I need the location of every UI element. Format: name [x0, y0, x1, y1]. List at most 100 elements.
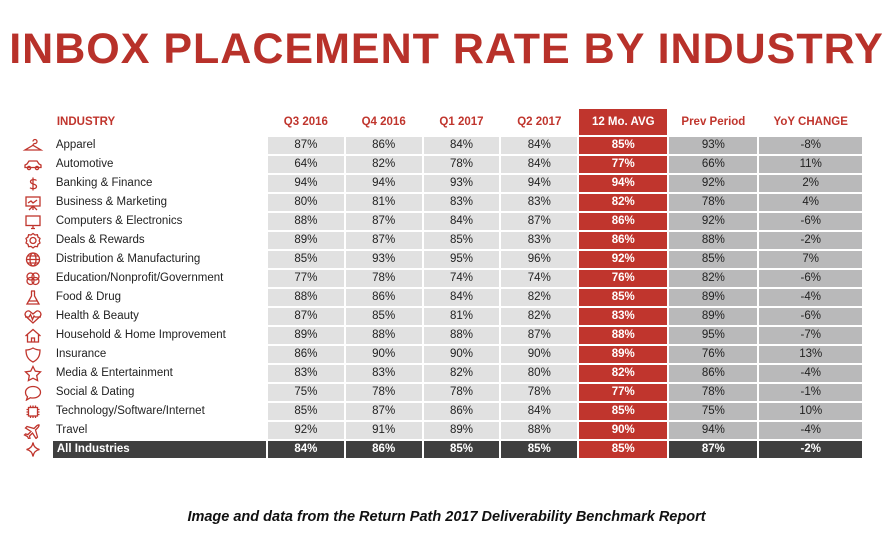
table-row: Apparel 87% 86% 84% 84% 85% 93% -8% [16, 137, 862, 154]
q3-2016-cell: 89% [267, 327, 344, 344]
q1-2017-cell: 78% [423, 384, 500, 401]
avg-12mo-cell: 86% [579, 232, 668, 249]
avg-12mo-cell: 77% [579, 384, 668, 401]
q3-2016-cell: 80% [267, 194, 344, 211]
dollar-icon [29, 177, 38, 191]
q3-2016-cell: 89% [267, 232, 344, 249]
icon-cell [16, 346, 51, 363]
industry-cell: Business & Marketing [52, 194, 266, 211]
q4-2016-cell: 88% [345, 327, 422, 344]
yoy-change-cell: -8% [759, 137, 862, 154]
icon-cell [16, 289, 51, 306]
q3-2016-cell: 92% [267, 422, 344, 439]
industry-cell: Education/Nonprofit/Government [52, 270, 266, 287]
prev-period-cell: 76% [669, 346, 758, 363]
badge-icon [25, 232, 42, 249]
q4-2016-cell: 94% [345, 175, 422, 192]
q1-2017-cell: 82% [423, 365, 500, 382]
house-icon [25, 328, 42, 343]
q1-2017-cell: 81% [423, 308, 500, 325]
q2-2017-cell: 85% [501, 441, 578, 458]
header-q4-2016: Q4 2016 [361, 116, 406, 128]
q1-2017-cell: 85% [423, 232, 500, 249]
prev-period-cell: 75% [669, 403, 758, 420]
prev-period-cell: 87% [669, 441, 758, 458]
q4-2016-cell: 87% [345, 232, 422, 249]
header-q3-2016: Q3 2016 [283, 116, 328, 128]
icon-cell [16, 441, 51, 458]
table-row: Household & Home Improvement 89% 88% 88% 87%… [16, 327, 862, 344]
chip-icon [26, 405, 40, 418]
avg-12mo-cell: 76% [579, 270, 668, 287]
prev-period-cell: 78% [669, 194, 758, 211]
table-row: Business & Marketing 80% 81% 83% 83% 82% 78% 4% [16, 194, 862, 211]
prev-period-cell: 85% [669, 251, 758, 268]
q2-2017-cell: 84% [501, 137, 578, 154]
q2-2017-cell: 82% [501, 289, 578, 306]
q4-2016-cell: 86% [345, 137, 422, 154]
industry-cell: All Industries [52, 441, 266, 458]
prev-period-cell: 89% [669, 289, 758, 306]
yoy-change-cell: -4% [759, 422, 862, 439]
icon-cell [16, 156, 51, 173]
industry-table: INDUSTRY Q3 2016 Q4 2016 Q1 2017 Q2 2017… [14, 107, 864, 460]
q3-2016-cell: 77% [267, 270, 344, 287]
car-icon [24, 160, 43, 171]
avg-12mo-cell: 86% [579, 213, 668, 230]
page-title: INBOX PLACEMENT RATE BY INDUSTRY [9, 25, 884, 73]
header-icon-spacer [16, 109, 51, 135]
table-row: Health & Beauty 87% 85% 81% 82% 83% 89% -6% [16, 308, 862, 325]
q2-2017-cell: 87% [501, 327, 578, 344]
q4-2016-cell: 81% [345, 194, 422, 211]
q2-2017-cell: 83% [501, 232, 578, 249]
q1-2017-cell: 83% [423, 194, 500, 211]
q1-2017-cell: 85% [423, 441, 500, 458]
industry-cell: Distribution & Manufacturing [52, 251, 266, 268]
table-row: Computers & Electronics 88% 87% 84% 87% 86% 92… [16, 213, 862, 230]
q3-2016-cell: 84% [267, 441, 344, 458]
q3-2016-cell: 94% [267, 175, 344, 192]
total-row: All Industries 84% 86% 85% 85% 85% 87% -2% [16, 441, 862, 458]
q2-2017-cell: 88% [501, 422, 578, 439]
q1-2017-cell: 84% [423, 213, 500, 230]
avg-12mo-cell: 85% [579, 137, 668, 154]
circles-icon [26, 272, 41, 286]
q4-2016-cell: 82% [345, 156, 422, 173]
yoy-change-cell: 7% [759, 251, 862, 268]
plane-icon [23, 424, 41, 439]
header-yoy-change: YoY CHANGE [773, 116, 848, 128]
q4-2016-cell: 87% [345, 403, 422, 420]
prev-period-cell: 86% [669, 365, 758, 382]
q3-2016-cell: 87% [267, 308, 344, 325]
q2-2017-cell: 74% [501, 270, 578, 287]
q4-2016-cell: 87% [345, 213, 422, 230]
prev-period-cell: 92% [669, 175, 758, 192]
industry-cell: Insurance [52, 346, 266, 363]
icon-cell [16, 251, 51, 268]
icon-cell [16, 365, 51, 382]
table-row: Distribution & Manufacturing 85% 93% 95% 96%… [16, 251, 862, 268]
q2-2017-cell: 82% [501, 308, 578, 325]
icon-cell [16, 194, 51, 211]
icon-cell [16, 308, 51, 325]
yoy-change-cell: 11% [759, 156, 862, 173]
header-industry: INDUSTRY [56, 116, 116, 128]
q2-2017-cell: 80% [501, 365, 578, 382]
q4-2016-cell: 83% [345, 365, 422, 382]
icon-cell [16, 384, 51, 401]
table-row: Automotive 64% 82% 78% 84% 77% 66% 11% [16, 156, 862, 173]
q3-2016-cell: 64% [267, 156, 344, 173]
avg-12mo-cell: 88% [579, 327, 668, 344]
q2-2017-cell: 96% [501, 251, 578, 268]
table-row: Food & Drug 88% 86% 84% 82% 85% 89% -4% [16, 289, 862, 306]
q4-2016-cell: 86% [345, 441, 422, 458]
table-row: Social & Dating 75% 78% 78% 78% 77% 78% -1% [16, 384, 862, 401]
industry-cell: Banking & Finance [52, 175, 266, 192]
sparkle-icon [26, 442, 41, 457]
q4-2016-cell: 93% [345, 251, 422, 268]
q2-2017-cell: 90% [501, 346, 578, 363]
avg-12mo-cell: 89% [579, 346, 668, 363]
heart-pulse-icon [24, 310, 42, 324]
table-row: Education/Nonprofit/Government 77% 78% 74% 7… [16, 270, 862, 287]
yoy-change-cell: -6% [759, 308, 862, 325]
